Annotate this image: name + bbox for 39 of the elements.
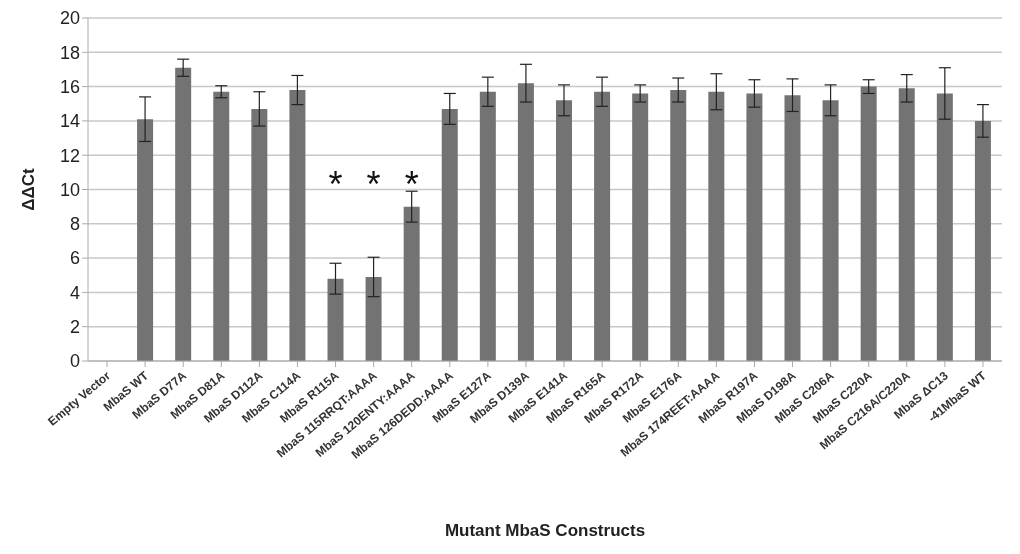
y-tick-label: 20 <box>59 8 80 29</box>
bar <box>822 100 839 361</box>
bar <box>860 86 877 361</box>
y-tick-label: 12 <box>59 145 80 166</box>
bar <box>670 90 687 361</box>
bar <box>594 91 611 361</box>
y-tick-label: 4 <box>69 282 80 303</box>
bar <box>479 91 496 361</box>
y-tick-label: 0 <box>69 351 80 372</box>
x-axis-title: Mutant MbaS Constructs <box>444 521 646 540</box>
annotation: * <box>328 164 343 206</box>
y-tick-label: 6 <box>69 248 80 269</box>
y-tick-label: 14 <box>59 111 80 132</box>
bar <box>936 93 953 361</box>
y-tick-label: 18 <box>59 42 80 63</box>
bar <box>365 276 382 361</box>
y-tick-label: 2 <box>69 317 80 338</box>
y-axis-title: ΔΔCt <box>19 167 39 211</box>
bar <box>974 120 991 361</box>
bar <box>784 95 801 361</box>
bar <box>517 83 534 361</box>
bar <box>289 90 306 361</box>
bar <box>137 119 154 361</box>
bar <box>556 100 572 361</box>
bar <box>175 67 192 361</box>
bar <box>441 108 458 361</box>
y-tick-label: 8 <box>69 214 80 235</box>
bar <box>251 108 268 361</box>
bar <box>327 278 344 361</box>
annotation: * <box>404 164 419 206</box>
bar <box>403 206 420 361</box>
bar <box>213 91 230 361</box>
bar <box>746 93 763 361</box>
bar <box>632 93 649 361</box>
bar <box>708 91 725 361</box>
bar <box>898 88 915 361</box>
y-tick-label: 10 <box>59 179 80 200</box>
y-tick-label: 16 <box>59 76 80 97</box>
annotation: * <box>366 164 381 206</box>
